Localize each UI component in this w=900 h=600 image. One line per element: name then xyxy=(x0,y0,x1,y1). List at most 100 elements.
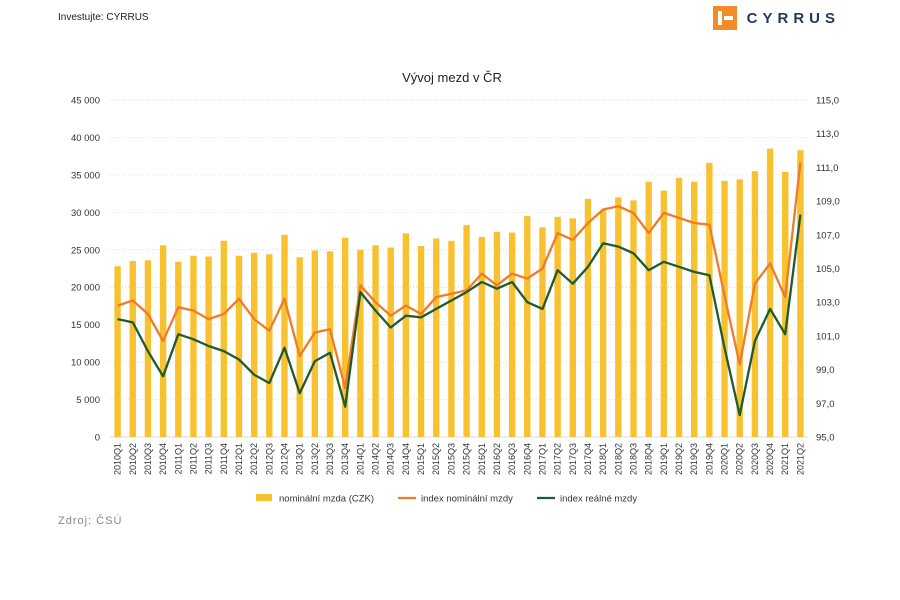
x-tick-label: 2016Q4 xyxy=(522,443,532,475)
right-axis-ticks: 95,0 97,0 99,0 101,0 103,0 105,0 107,0 109,0 111… xyxy=(816,96,840,444)
bar xyxy=(342,237,349,437)
bar xyxy=(691,181,698,437)
legend-label: index nominální mzdy xyxy=(421,494,513,505)
left-tick-label: 5 000 xyxy=(76,395,100,406)
bar xyxy=(311,250,319,437)
x-tick-label: 2015Q4 xyxy=(462,443,472,475)
bar xyxy=(235,255,243,437)
x-tick-label: 2018Q3 xyxy=(629,443,639,475)
left-tick-label: 40 000 xyxy=(71,133,100,144)
right-tick-label: 95,0 xyxy=(816,433,835,444)
x-tick-label: 2016Q2 xyxy=(492,443,502,475)
bar-series xyxy=(114,148,804,438)
bar xyxy=(706,162,713,437)
investor-label: Investujte: CYRRUS xyxy=(58,12,149,23)
bar xyxy=(175,261,182,437)
bar xyxy=(782,171,789,438)
bar xyxy=(721,180,728,437)
bar xyxy=(433,238,440,437)
x-tick-label: 2018Q1 xyxy=(598,443,608,475)
x-tick-label: 2012Q2 xyxy=(249,443,259,475)
bar xyxy=(417,246,425,437)
x-tick-label: 2017Q4 xyxy=(583,443,593,475)
bar xyxy=(630,200,637,437)
x-tick-label: 2010Q2 xyxy=(128,443,138,475)
left-axis-ticks: 0 5 000 10 000 15 000 20 000 25 000 30 000 35 0… xyxy=(71,96,100,444)
legend-item-nominal-index: index nominální mzdy xyxy=(398,494,513,505)
x-tick-label: 2014Q4 xyxy=(401,443,411,475)
bar xyxy=(114,266,121,437)
bar xyxy=(372,245,379,437)
cyrrus-logo[interactable]: CYRRUS xyxy=(712,6,840,30)
x-tick-label: 2011Q4 xyxy=(219,443,229,474)
x-tick-label: 2012Q3 xyxy=(264,443,274,475)
x-tick-label: 2017Q3 xyxy=(568,443,578,475)
right-tick-label: 103,0 xyxy=(816,298,840,309)
bar xyxy=(599,210,607,437)
bar xyxy=(660,190,668,437)
x-tick-label: 2011Q2 xyxy=(188,443,198,474)
x-tick-label: 2020Q2 xyxy=(735,443,745,475)
cyrrus-logo-text: CYRRUS xyxy=(746,9,840,27)
bar xyxy=(220,240,227,437)
bar xyxy=(266,254,273,437)
bar xyxy=(402,233,410,437)
x-tick-label: 2019Q3 xyxy=(689,443,699,475)
right-tick-label: 111,0 xyxy=(816,163,838,174)
x-tick-label: 2018Q2 xyxy=(613,443,623,475)
x-tick-label: 2010Q1 xyxy=(113,443,123,475)
grid-lines xyxy=(110,99,808,438)
x-tick-label: 2011Q1 xyxy=(173,443,183,474)
bar xyxy=(144,260,152,437)
left-tick-label: 0 xyxy=(95,433,100,444)
x-tick-label: 2015Q3 xyxy=(446,443,456,475)
x-tick-label: 2020Q1 xyxy=(720,443,730,475)
bar xyxy=(736,179,743,438)
right-tick-label: 105,0 xyxy=(816,264,840,275)
bar xyxy=(129,261,136,437)
bar xyxy=(478,237,485,437)
x-tick-label: 2016Q1 xyxy=(477,443,487,475)
x-tick-label: 2015Q2 xyxy=(431,443,441,475)
bar xyxy=(554,216,561,437)
bar xyxy=(326,251,334,437)
right-tick-label: 101,0 xyxy=(816,331,840,342)
bar xyxy=(751,171,759,437)
left-tick-label: 20 000 xyxy=(71,283,100,294)
left-tick-label: 35 000 xyxy=(71,170,100,181)
x-tick-label: 2017Q1 xyxy=(537,443,547,475)
bar xyxy=(387,247,394,437)
x-tick-label: 2010Q3 xyxy=(143,443,153,475)
x-tick-label: 2019Q4 xyxy=(704,443,714,475)
x-tick-label: 2013Q4 xyxy=(340,443,350,475)
x-tick-label: 2012Q4 xyxy=(280,443,290,475)
x-tick-label: 2013Q1 xyxy=(295,443,305,475)
x-tick-label: 2019Q1 xyxy=(659,443,669,475)
right-tick-label: 109,0 xyxy=(816,197,840,208)
x-tick-label: 2013Q2 xyxy=(310,443,320,475)
bar xyxy=(524,216,531,437)
right-tick-label: 99,0 xyxy=(816,365,835,376)
legend-item-real-index: index reálné mzdy xyxy=(537,494,637,505)
bar xyxy=(357,249,364,437)
bar xyxy=(493,231,501,437)
left-tick-label: 45 000 xyxy=(71,96,100,107)
x-tick-label: 2015Q1 xyxy=(416,443,426,475)
legend-label: nominální mzda (CZK) xyxy=(279,494,374,505)
x-tick-label: 2018Q4 xyxy=(644,443,654,475)
x-tick-label: 2011Q3 xyxy=(204,443,214,474)
bar xyxy=(645,181,652,437)
right-tick-label: 97,0 xyxy=(816,399,835,410)
left-tick-label: 15 000 xyxy=(71,320,100,331)
left-tick-label: 10 000 xyxy=(71,358,100,369)
x-tick-label: 2010Q4 xyxy=(158,443,168,475)
bar xyxy=(296,257,303,437)
x-tick-label: 2020Q3 xyxy=(750,443,760,475)
x-tick-label: 2013Q3 xyxy=(325,443,335,475)
bar xyxy=(448,240,455,437)
bar xyxy=(797,150,804,438)
right-tick-label: 107,0 xyxy=(816,230,840,241)
x-tick-label: 2020Q4 xyxy=(765,443,775,475)
bar xyxy=(508,232,516,437)
